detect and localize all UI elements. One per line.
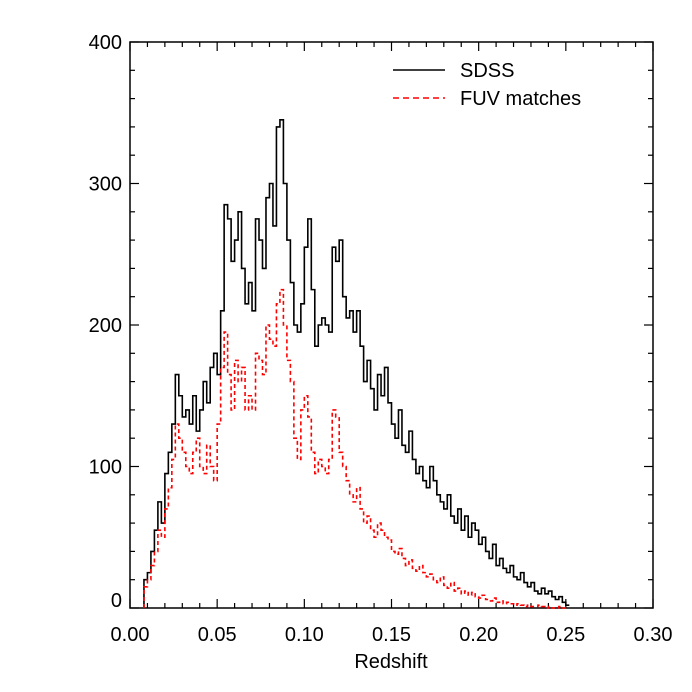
y-tick-label: 0 bbox=[111, 590, 122, 612]
x-tick-label: 0.15 bbox=[372, 624, 411, 646]
y-tick-label: 100 bbox=[89, 457, 122, 479]
x-tick-label: 0.30 bbox=[634, 624, 673, 646]
x-axis-title: Redshift bbox=[354, 651, 428, 673]
y-tick-label: 300 bbox=[89, 174, 122, 196]
series-fuv-matches-line bbox=[143, 288, 570, 609]
y-tick-label: 200 bbox=[89, 315, 122, 337]
x-tick-label: 0.25 bbox=[546, 624, 585, 646]
legend-label-sdss: SDSS bbox=[460, 60, 514, 82]
x-tick-label: 0.10 bbox=[285, 624, 324, 646]
x-tick-label: 0.05 bbox=[198, 624, 237, 646]
x-tick-label: 0.00 bbox=[111, 624, 150, 646]
axis-ticks bbox=[129, 41, 654, 609]
x-tick-label: 0.20 bbox=[459, 624, 498, 646]
plot-frame bbox=[129, 41, 654, 609]
y-tick-label: 400 bbox=[89, 32, 122, 54]
series-layer bbox=[143, 119, 570, 609]
legend: SDSS FUV matches bbox=[393, 60, 581, 110]
series-sdss-line bbox=[143, 119, 570, 608]
tick-labels: 0.00 0.05 0.10 0.15 0.20 0.25 0.30 0 100 200 300 40… bbox=[89, 32, 673, 646]
legend-label-fuv: FUV matches bbox=[460, 88, 581, 110]
